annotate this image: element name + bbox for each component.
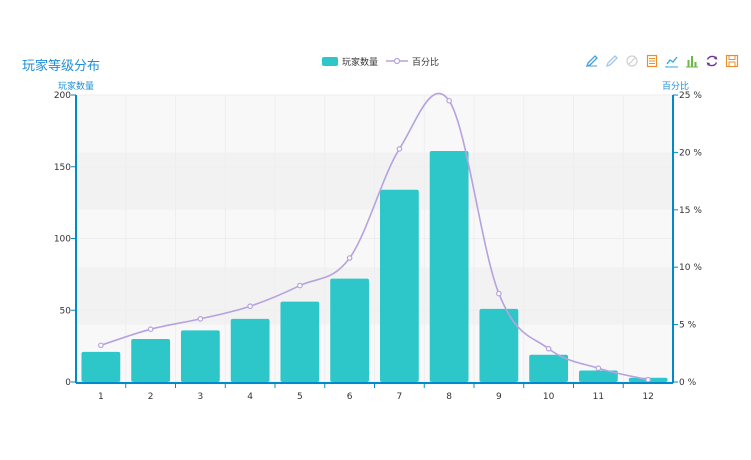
x-tick-label: 12 (642, 392, 653, 402)
x-tick-label: 11 (593, 392, 604, 402)
line-point (595, 365, 602, 372)
x-tick-label: 5 (297, 392, 303, 402)
legend-swatch-line (386, 57, 409, 65)
y-right-tick-label: 5 % (679, 321, 697, 331)
legend-swatch-bar (322, 56, 338, 66)
y-axis-right-name: 百分比 (662, 80, 689, 92)
toolbox (584, 53, 739, 68)
line-point (197, 316, 204, 322)
line-chart-icon[interactable] (664, 53, 679, 68)
line-point (346, 255, 353, 261)
save-image-icon[interactable] (724, 53, 739, 68)
line-point (645, 376, 651, 383)
line-point (98, 342, 104, 349)
y-left-tick-label: 200 (54, 91, 71, 101)
bar-chart-icon[interactable] (684, 53, 699, 68)
bar (330, 278, 370, 382)
legend-label-line: 百分比 (412, 57, 440, 68)
x-tick-label: 6 (347, 392, 353, 402)
y-left-tick-label: 150 (54, 163, 71, 173)
legend-item-bar[interactable]: 玩家数量 (322, 55, 378, 68)
line-point (545, 345, 552, 352)
y-axis-left-name: 玩家数量 (58, 80, 94, 92)
bar (230, 318, 270, 382)
mark-pen-icon[interactable] (584, 53, 599, 68)
bar (131, 338, 171, 382)
y-right-tick-label: 20 % (679, 148, 702, 158)
y-left-tick-label: 100 (54, 235, 71, 245)
x-tick-label: 2 (148, 392, 154, 402)
y-right-tick-label: 15 % (679, 206, 702, 216)
y-left-tick-label: 0 (65, 378, 71, 388)
x-tick-label: 4 (247, 392, 253, 402)
line-point (297, 282, 303, 289)
bar (180, 330, 220, 382)
bar (81, 351, 121, 382)
x-tick-label: 8 (446, 392, 452, 402)
y-left-tick-label: 50 (60, 306, 72, 316)
restore-icon[interactable] (704, 53, 719, 68)
x-tick-label: 1 (98, 392, 104, 402)
x-tick-label: 3 (198, 392, 204, 402)
legend: 玩家数量 百分比 (322, 54, 447, 68)
mark-undo-icon[interactable] (604, 53, 619, 68)
bar (429, 150, 469, 382)
bar (529, 354, 569, 382)
x-tick-label: 7 (397, 392, 403, 402)
y-right-tick-label: 10 % (679, 263, 702, 273)
x-tick-label: 10 (543, 392, 555, 402)
line-point (247, 303, 253, 310)
line-point (496, 290, 502, 297)
line-point (147, 326, 154, 332)
legend-label-bar: 玩家数量 (342, 57, 379, 68)
line-point (446, 97, 452, 104)
data-view-icon[interactable] (644, 53, 659, 68)
x-tick-label: 9 (496, 392, 502, 402)
legend-item-line[interactable]: 百分比 (386, 55, 439, 68)
bar (379, 189, 419, 382)
y-right-tick-label: 0 % (679, 378, 697, 388)
bar (479, 308, 519, 382)
y-right-tick-label: 25 % (679, 91, 702, 101)
bar (578, 370, 618, 382)
chart-title: 玩家等级分布 (22, 59, 101, 74)
line-point (396, 146, 403, 152)
mark-clear-icon[interactable] (624, 53, 639, 68)
bar (280, 301, 320, 382)
